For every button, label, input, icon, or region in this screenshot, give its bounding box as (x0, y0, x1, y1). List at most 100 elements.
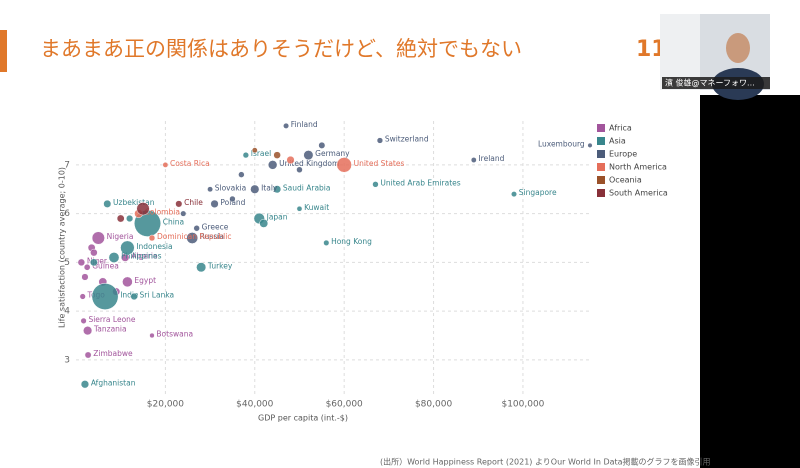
data-point (318, 141, 326, 149)
data-point (251, 147, 258, 154)
point-label: Germany (315, 149, 350, 158)
point-label: Egypt (134, 276, 156, 285)
data-point (323, 239, 330, 246)
point-label: Israel (251, 149, 271, 158)
point-label: Zimbabwe (93, 349, 133, 358)
point-label: Colombia (145, 208, 180, 217)
legend-label: Oceania (609, 176, 642, 185)
point-label: Slovakia (215, 183, 247, 192)
point-label: Luxembourg (538, 139, 585, 148)
data-point (81, 273, 89, 281)
legend-label: Africa (609, 124, 632, 133)
data-point (273, 185, 282, 194)
point-label: Kuwait (304, 203, 329, 212)
data-point (83, 326, 93, 336)
legend-swatch (597, 137, 605, 145)
point-label: Turkey (207, 261, 233, 270)
data-point (210, 199, 219, 208)
point-label: China (163, 217, 184, 226)
point-label: Nigeria (107, 232, 134, 241)
point-label: Costa Rica (170, 159, 210, 168)
point-label: Chile (184, 198, 203, 207)
data-point (126, 214, 134, 223)
data-point (587, 142, 593, 148)
person-head (726, 33, 750, 63)
data-point (286, 155, 295, 165)
source-note: (出所）World Happiness Report (2021) よりOur … (380, 457, 711, 467)
data-point (376, 137, 384, 144)
data-point (267, 160, 278, 170)
data-point (84, 351, 92, 359)
data-point (250, 184, 260, 194)
data-point (238, 171, 245, 178)
point-label: Saudi Arabia (283, 183, 331, 192)
point-label: Ireland (478, 154, 504, 163)
data-point (130, 292, 138, 301)
data-point (148, 234, 156, 242)
data-point (229, 195, 236, 203)
side-panel (700, 95, 800, 468)
point-label: Singapore (519, 188, 557, 197)
point-label: Hong Kong (331, 237, 372, 246)
legend-label: South America (609, 189, 668, 198)
data-point (336, 157, 352, 173)
y-tick-label: 5 (64, 258, 70, 268)
point-label: Guinea (92, 261, 119, 270)
data-point (80, 317, 87, 324)
point-label: Poland (220, 198, 245, 207)
point-label: United States (354, 159, 405, 168)
data-point (149, 332, 155, 339)
legend-swatch (597, 150, 605, 158)
point-label: Philippines (121, 252, 162, 261)
data-point (242, 151, 249, 159)
data-point (80, 380, 90, 389)
data-point (162, 161, 169, 168)
point-label: Dominican Republic (157, 232, 232, 241)
data-point (122, 276, 133, 288)
point-label: Tanzania (93, 325, 127, 334)
title-accent (0, 30, 7, 72)
data-point (259, 218, 269, 228)
webcam-label-bg (662, 77, 770, 89)
chart: 3 4 5 6 7 $20,000 $40,000 $60,000 $80,000 $100,00… (58, 120, 668, 423)
data-point (136, 202, 150, 216)
x-tick-label: $20,000 (147, 400, 184, 410)
data-point (207, 186, 214, 193)
data-point (273, 151, 281, 159)
legend-label: North America (609, 163, 667, 172)
data-point (108, 252, 120, 263)
y-tick-label: 6 (64, 209, 70, 219)
y-tick-label: 3 (64, 355, 70, 365)
point-label: Japan (266, 213, 288, 222)
point-label: Uzbekistan (113, 198, 155, 207)
y-tick-label: 4 (64, 307, 70, 317)
point-label: Indonesia (136, 242, 172, 251)
y-axis-label: Life satisfaction (country average; 0-10… (58, 167, 67, 328)
data-point (175, 200, 183, 208)
data-point (296, 205, 303, 212)
point-label: Botswana (156, 330, 193, 339)
point-label: United Arab Emirates (380, 178, 460, 187)
point-label: Sierra Leone (88, 315, 135, 324)
data-point (470, 157, 477, 163)
x-tick-label: $60,000 (326, 400, 363, 410)
legend-swatch (597, 163, 605, 171)
data-point (193, 225, 200, 232)
data-point (77, 258, 86, 267)
data-point (196, 262, 207, 273)
x-tick-label: $80,000 (415, 400, 452, 410)
x-tick-label: $100,000 (501, 400, 544, 410)
legend-label: Europe (609, 150, 637, 159)
point-label: Finland (291, 120, 318, 129)
data-point (283, 122, 290, 129)
point-label: Algeria (131, 252, 157, 261)
point-label: Sri Lanka (140, 291, 175, 300)
data-point (120, 240, 135, 255)
point-label: United Kingdom (279, 159, 339, 168)
data-point (90, 248, 98, 257)
legend-swatch (597, 189, 605, 197)
point-label: Italy (261, 183, 278, 192)
x-tick-label: $40,000 (236, 400, 273, 410)
legend-swatch (597, 176, 605, 184)
